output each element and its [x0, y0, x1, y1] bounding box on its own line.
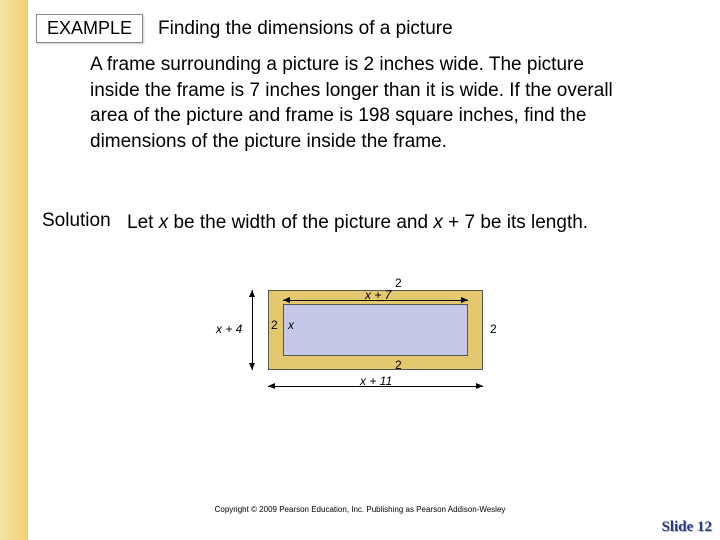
solution-var-x2: x	[433, 212, 443, 233]
label-bottom-gap: 2	[395, 358, 402, 372]
solution-var-x1: x	[159, 212, 169, 233]
problem-text: A frame surrounding a picture is 2 inche…	[90, 52, 630, 155]
solution-text: Let x be the width of the picture and x …	[127, 210, 627, 236]
label-right-gap: 2	[490, 322, 497, 336]
picture-inner-rect	[283, 304, 468, 356]
slide-number: Slide 12	[662, 519, 712, 536]
solution-label: Solution	[42, 210, 111, 232]
label-bottom-outer: x + 11	[360, 374, 392, 388]
example-title: Finding the dimensions of a picture	[158, 18, 453, 40]
label-left-outer: x + 4	[216, 322, 242, 336]
left-accent-stripe	[0, 0, 28, 540]
frame-diagram: 2 x + 7 x + 4 2 x 2 2 x + 11	[220, 278, 520, 408]
label-left-gap: 2	[271, 318, 278, 332]
label-top-gap: 2	[395, 276, 402, 290]
example-label-box: EXAMPLE	[36, 14, 143, 43]
label-top-inner: x + 7	[365, 288, 391, 302]
label-left-inner: x	[288, 318, 294, 332]
solution-text-3: + 7 be its length.	[443, 212, 588, 233]
example-label: EXAMPLE	[47, 18, 132, 38]
copyright-text: Copyright © 2009 Pearson Education, Inc.…	[0, 505, 720, 514]
solution-text-2: be the width of the picture and	[168, 212, 433, 233]
dim-left-outer	[252, 290, 253, 370]
solution-text-1: Let	[127, 212, 159, 233]
